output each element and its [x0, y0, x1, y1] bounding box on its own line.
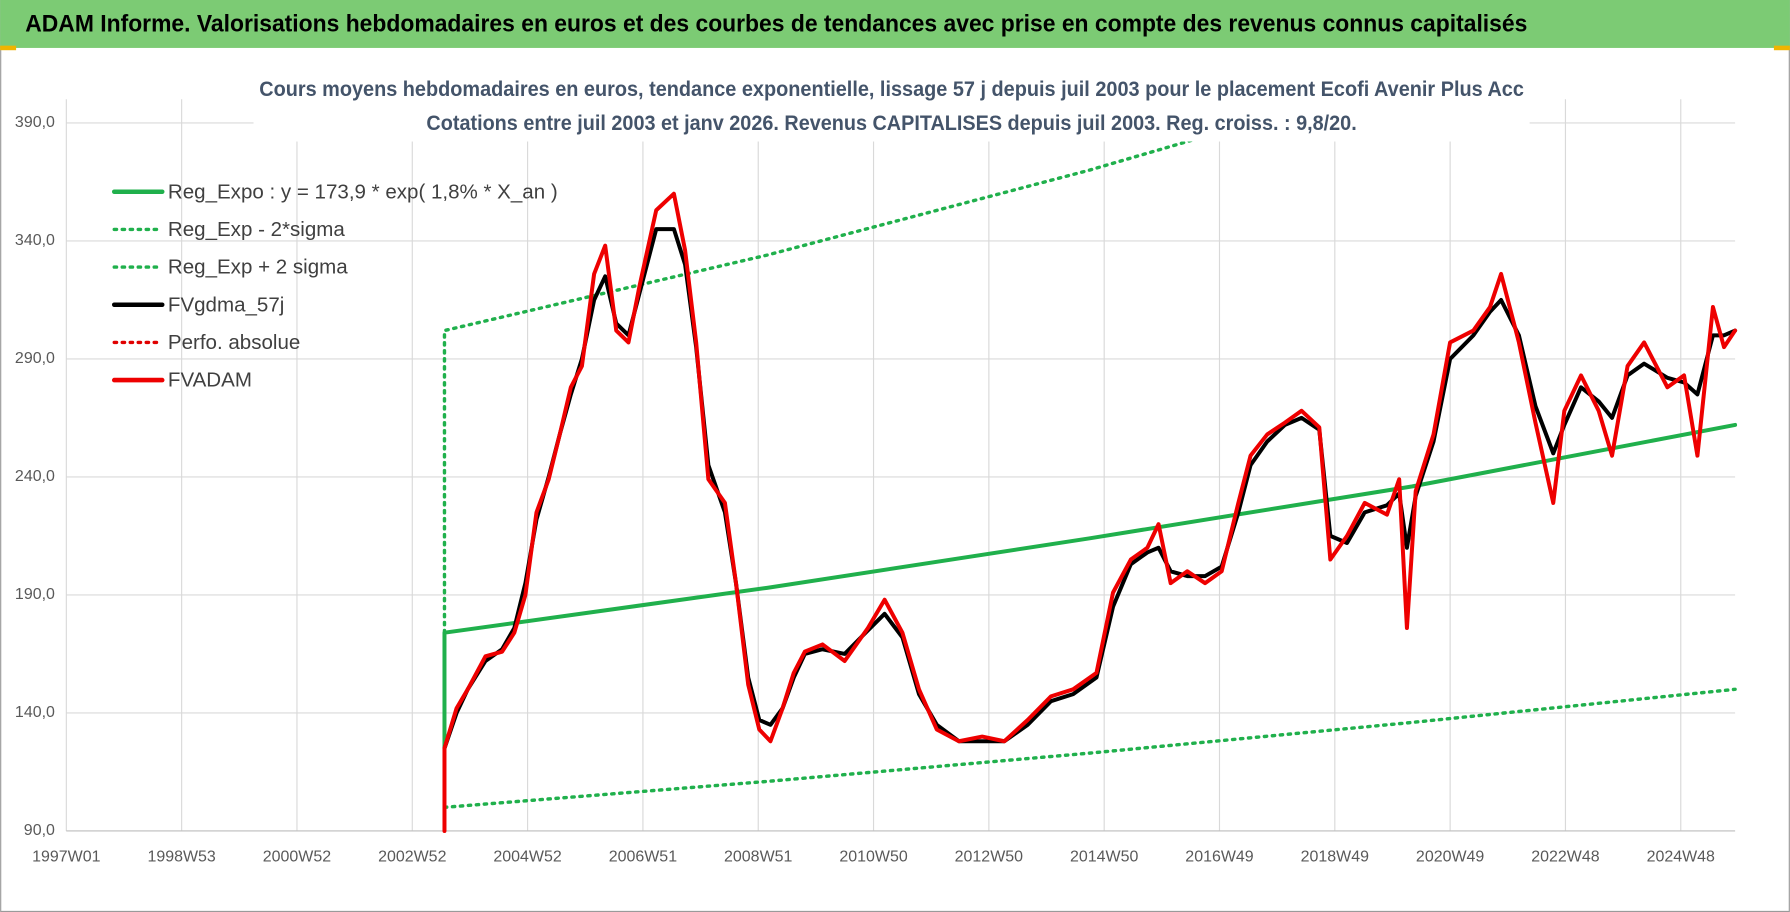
y-tick-label: 240,0 — [15, 468, 55, 485]
y-tick-label: 390,0 — [15, 114, 55, 131]
legend-label: FVgdma_57j — [168, 293, 284, 316]
y-tick-label: 290,0 — [15, 350, 55, 367]
legend-label: Reg_Exp + 2 sigma — [168, 256, 348, 279]
x-tick-label: 2024W48 — [1647, 848, 1715, 865]
series-line — [442, 98, 1342, 635]
y-tick-label: 340,0 — [15, 232, 55, 249]
series-line — [442, 191, 1738, 833]
x-tick-label: 2008W51 — [724, 848, 792, 865]
title-box — [253, 70, 1530, 142]
x-tick-label: 1997W01 — [32, 848, 100, 865]
x-tick-label: 2002W52 — [378, 848, 446, 865]
y-tick-label: 140,0 — [15, 704, 55, 721]
legend-label: Perfo. absolue — [168, 331, 300, 354]
x-tick-label: 2018W49 — [1301, 848, 1369, 865]
header-title: ADAM Informe. Valorisations hebdomadaire… — [25, 10, 1527, 37]
x-tick-label: 2000W52 — [263, 848, 331, 865]
y-tick-label: 90,0 — [24, 822, 55, 839]
x-tick-label: 2010W50 — [839, 848, 907, 865]
x-tick-label: 2022W48 — [1531, 848, 1599, 865]
series-line — [442, 687, 1737, 810]
chart-subtitle: Cotations entre juil 2003 et janv 2026. … — [426, 110, 1356, 135]
x-tick-label: 2006W51 — [609, 848, 677, 865]
grid: 90,0 140,0 190,0 240,0 290,0 340,0 390,0 1997W0… — [15, 99, 1736, 865]
x-tick-label: 2004W52 — [493, 848, 561, 865]
x-tick-label: 2016W49 — [1185, 848, 1253, 865]
legend-label: FVADAM — [168, 369, 252, 392]
chart-title: Cours moyens hebdomadaires en euros, ten… — [259, 76, 1524, 101]
x-tick-label: 2012W50 — [955, 848, 1023, 865]
y-tick-label: 190,0 — [15, 586, 55, 603]
x-tick-label: 2020W49 — [1416, 848, 1484, 865]
corner-mark — [0, 45, 17, 51]
plot — [442, 98, 1738, 833]
x-tick-label: 1998W53 — [147, 848, 215, 865]
legend-label: Reg_Expo : y = 173,9 * exp( 1,8% * X_an … — [168, 180, 558, 203]
corner-mark — [1773, 45, 1790, 51]
legend: Reg_Expo : y = 173,9 * exp( 1,8% * X_an … — [111, 180, 558, 392]
legend-label: Reg_Exp - 2*sigma — [168, 218, 345, 241]
header-band — [0, 0, 1790, 48]
series-line — [442, 422, 1738, 751]
x-tick-label: 2014W50 — [1070, 848, 1138, 865]
